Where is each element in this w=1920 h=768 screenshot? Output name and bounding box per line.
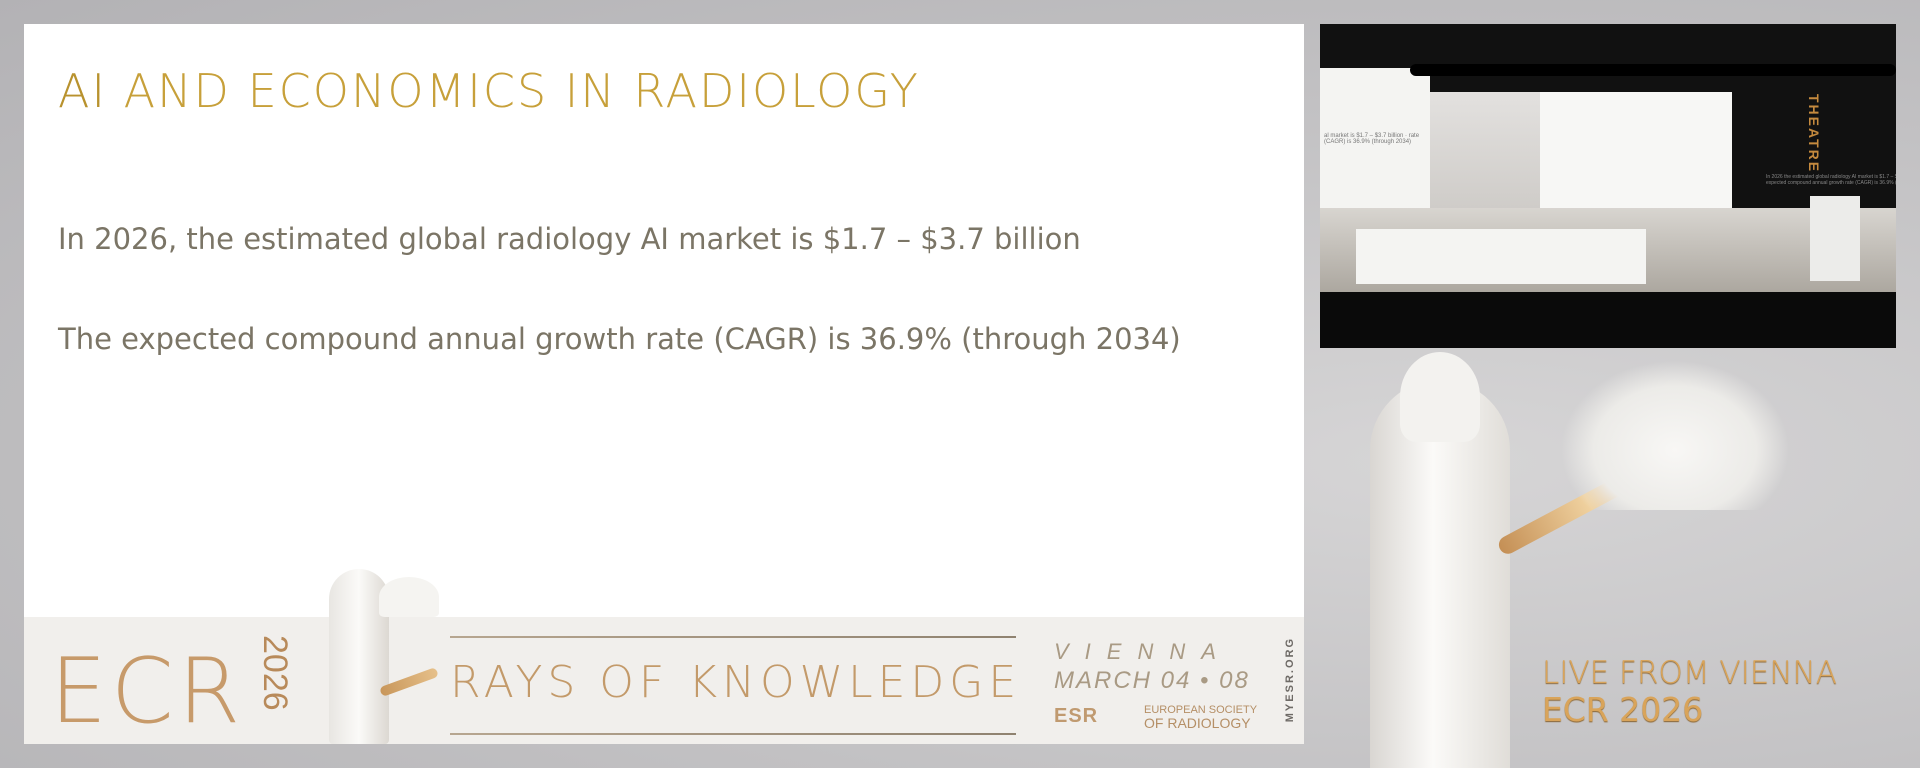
- slide-footer-banner: ECR 2026 RAYS OF KNOWLEDGE VIENNA MARCH …: [24, 569, 1304, 744]
- panel-desk: [1356, 229, 1646, 284]
- podium: [1810, 196, 1860, 281]
- ecr-year: 2026: [256, 635, 294, 711]
- presentation-slide: AI AND ECONOMICS IN RADIOLOGY In 2026, t…: [24, 24, 1304, 744]
- event-dates: MARCH 04 • 08: [1054, 667, 1250, 694]
- theatre-sign: THEATRE: [1806, 94, 1822, 174]
- stage-screen-right: In 2026 the estimated global radiology A…: [1540, 92, 1896, 210]
- owl-image: [379, 577, 439, 617]
- stage-front: [1320, 292, 1896, 348]
- statue-helmet: [1400, 352, 1480, 442]
- tagline: RAYS OF KNOWLEDGE: [450, 657, 1022, 708]
- lighting-truss: [1410, 64, 1896, 76]
- owl-image: [1560, 360, 1790, 510]
- slide-title: AI AND ECONOMICS IN RADIOLOGY: [58, 64, 920, 118]
- divider: [450, 733, 1016, 735]
- event-label: ECR 2026: [1542, 690, 1704, 729]
- ecr-logo: ECR: [50, 639, 245, 744]
- stage-screen-left: al market is $1.7 – $3.7 billion · rate …: [1320, 68, 1430, 208]
- city: VIENNA: [1054, 639, 1232, 664]
- athena-statue-image: [1370, 380, 1510, 768]
- live-video-feed: al market is $1.7 – $3.7 billion · rate …: [1320, 24, 1896, 348]
- slide-bullet: The expected compound annual growth rate…: [58, 322, 1181, 356]
- live-from-label: LIVE FROM VIENNA: [1542, 655, 1837, 691]
- divider: [450, 636, 1016, 638]
- website: MYESR.ORG: [1284, 637, 1296, 723]
- society-name: EUROPEAN SOCIETY OF RADIOLOGY: [1144, 704, 1258, 731]
- slide-bullet: In 2026, the estimated global radiology …: [58, 222, 1081, 256]
- esr-logo: ESR: [1054, 705, 1099, 727]
